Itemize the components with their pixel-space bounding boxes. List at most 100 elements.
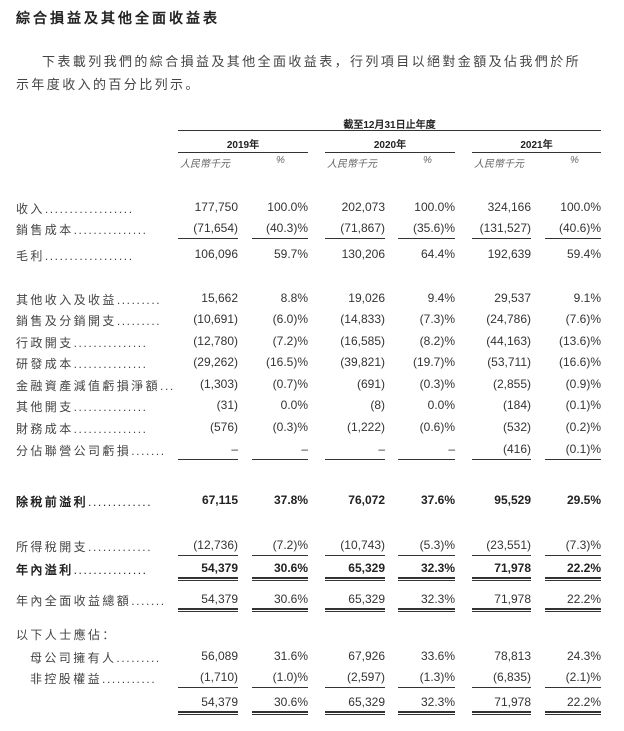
row-label: 非控股權益........... bbox=[30, 670, 156, 687]
leader-dots: ........... bbox=[102, 672, 157, 686]
amount-cell: (6,835) bbox=[492, 670, 531, 684]
percent-cell: (19.7)% bbox=[412, 355, 455, 369]
double-underline bbox=[178, 711, 238, 715]
year-rule bbox=[178, 152, 308, 153]
row-label: 銷售成本............... bbox=[16, 221, 148, 238]
percent-cell: (40.6)% bbox=[558, 221, 601, 235]
amount-cell: 15,662 bbox=[201, 291, 238, 305]
single-underline bbox=[178, 238, 238, 239]
row-label-text: 年內全面收益總額 bbox=[16, 594, 132, 608]
amount-cell: 65,329 bbox=[348, 592, 385, 606]
amount-cell: 106,096 bbox=[194, 247, 238, 261]
single-underline bbox=[252, 459, 308, 460]
row-label: 收入.................. bbox=[16, 200, 134, 217]
row-label-text: 金融資產減值虧損淨額 bbox=[16, 379, 161, 393]
percent-cell: (16.5)% bbox=[265, 355, 308, 369]
row-label-text: 非控股權益 bbox=[30, 672, 103, 686]
amount-cell: (131,527) bbox=[479, 221, 531, 235]
row-label: 其他收入及收益......... bbox=[16, 291, 161, 308]
single-underline bbox=[472, 555, 531, 556]
period-header: 截至12月31日止年度 bbox=[343, 120, 436, 131]
percent-cell: (0.1)% bbox=[565, 398, 601, 412]
row-label: 行政開支............... bbox=[16, 334, 148, 351]
single-underline bbox=[178, 555, 238, 556]
amount-cell: (10,743) bbox=[340, 538, 385, 552]
amount-cell: (1,222) bbox=[346, 420, 385, 434]
row-label: 以下人士應佔： bbox=[16, 626, 117, 643]
percent-cell: 33.6% bbox=[420, 649, 455, 663]
amount-cell: (12,780) bbox=[193, 334, 238, 348]
amount-cell: (31) bbox=[216, 398, 238, 412]
year-header-2019: 2019年 bbox=[226, 140, 260, 151]
single-underline bbox=[398, 459, 455, 460]
row-label: 除稅前溢利............. bbox=[16, 493, 152, 510]
unit-percent-2021: % bbox=[570, 155, 579, 166]
percent-cell: 64.4% bbox=[420, 247, 455, 261]
percent-cell: 59.7% bbox=[273, 247, 308, 261]
double-underline bbox=[325, 608, 385, 612]
amount-cell: 65,329 bbox=[348, 695, 385, 709]
percent-cell: (5.3)% bbox=[419, 538, 455, 552]
row-label-text: 行政開支 bbox=[16, 336, 74, 350]
amount-cell: – bbox=[378, 442, 385, 456]
amount-cell: (44,163) bbox=[486, 334, 531, 348]
percent-cell: 37.8% bbox=[273, 493, 308, 507]
amount-cell: (2,597) bbox=[346, 670, 385, 684]
percent-cell: – bbox=[448, 442, 455, 456]
amount-cell: 192,639 bbox=[487, 247, 531, 261]
amount-cell: (1,710) bbox=[199, 670, 238, 684]
amount-cell: (23,551) bbox=[486, 538, 531, 552]
unit-amount-2020: 人民幣千元 bbox=[327, 159, 377, 170]
percent-cell: (16.6)% bbox=[558, 355, 601, 369]
amount-cell: 130,206 bbox=[341, 247, 385, 261]
single-underline bbox=[325, 459, 385, 460]
row-label: 其他開支............... bbox=[16, 398, 148, 415]
percent-cell: 31.6% bbox=[273, 649, 308, 663]
leader-dots: ......... bbox=[116, 314, 162, 328]
double-underline bbox=[545, 608, 601, 612]
percent-cell: (7.2)% bbox=[272, 538, 308, 552]
leader-dots: ............. bbox=[88, 540, 153, 554]
percent-cell: 0.0% bbox=[280, 398, 308, 412]
percent-cell: 29.5% bbox=[566, 493, 601, 507]
double-underline bbox=[398, 608, 455, 612]
amount-cell: (2,855) bbox=[492, 377, 531, 391]
amount-cell: (532) bbox=[502, 420, 531, 434]
percent-cell: (35.6)% bbox=[412, 221, 455, 235]
amount-cell: 56,089 bbox=[201, 649, 238, 663]
leader-dots: ............... bbox=[73, 336, 148, 350]
percent-cell: 32.3% bbox=[420, 695, 455, 709]
percent-cell: 100.0% bbox=[560, 200, 601, 214]
row-label: 財務成本............... bbox=[16, 420, 148, 437]
percent-cell: 32.3% bbox=[420, 592, 455, 606]
amount-cell: 65,329 bbox=[348, 561, 385, 575]
row-label: 研發成本............... bbox=[16, 355, 148, 372]
amount-cell: (71,867) bbox=[340, 221, 385, 235]
percent-cell: (7.6)% bbox=[565, 312, 601, 326]
amount-cell: 29,537 bbox=[494, 291, 531, 305]
amount-cell: (14,833) bbox=[340, 312, 385, 326]
percent-cell: 0.0% bbox=[427, 398, 455, 412]
leader-dots: ............... bbox=[73, 357, 148, 371]
amount-cell: (10,691) bbox=[193, 312, 238, 326]
single-underline bbox=[545, 459, 601, 460]
percent-cell: (0.7)% bbox=[272, 377, 308, 391]
single-underline bbox=[252, 687, 308, 688]
amount-cell: 76,072 bbox=[348, 493, 385, 507]
single-underline bbox=[325, 687, 385, 688]
percent-cell: 30.6% bbox=[273, 592, 308, 606]
double-underline bbox=[178, 608, 238, 612]
percent-cell: (0.6)% bbox=[419, 420, 455, 434]
percent-cell: 9.4% bbox=[427, 291, 455, 305]
percent-cell: (40.3)% bbox=[265, 221, 308, 235]
percent-cell: 22.2% bbox=[566, 561, 601, 575]
row-label-text: 以下人士應佔： bbox=[16, 628, 117, 642]
percent-cell: (0.3)% bbox=[272, 420, 308, 434]
row-label-text: 分佔聯營公司虧損 bbox=[16, 444, 132, 458]
amount-cell: 95,529 bbox=[494, 493, 531, 507]
intro-paragraph-line-2: 示年度收入的百分比列示。 bbox=[16, 77, 201, 92]
row-label-text: 其他開支 bbox=[16, 400, 74, 414]
percent-cell: 22.2% bbox=[566, 695, 601, 709]
double-underline bbox=[472, 608, 531, 612]
leader-dots: ............... bbox=[73, 563, 148, 577]
